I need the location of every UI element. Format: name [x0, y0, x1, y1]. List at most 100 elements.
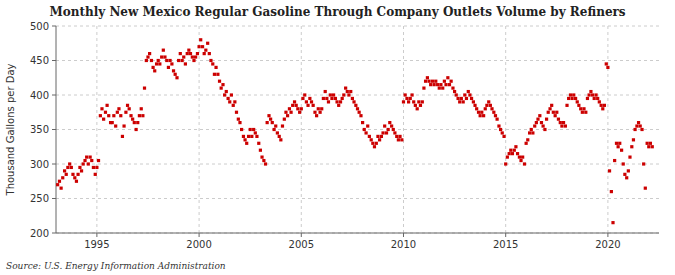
point	[136, 121, 139, 124]
point	[349, 90, 352, 93]
point	[70, 166, 73, 169]
point	[310, 100, 313, 103]
point	[501, 131, 504, 134]
point	[482, 114, 485, 117]
point	[254, 131, 257, 134]
point	[238, 121, 241, 124]
point	[465, 97, 468, 100]
point	[642, 162, 645, 165]
point	[121, 135, 124, 138]
point	[475, 107, 478, 110]
point	[194, 55, 197, 58]
point	[250, 135, 253, 138]
point	[313, 111, 316, 114]
point	[106, 104, 109, 107]
tick-mark	[301, 233, 302, 237]
point	[196, 52, 199, 55]
point	[131, 118, 134, 121]
point	[332, 93, 335, 96]
grid-line	[56, 129, 659, 130]
grid-line	[199, 26, 200, 233]
point	[637, 121, 640, 124]
point	[63, 169, 66, 172]
point	[124, 111, 127, 114]
tick-label: 350	[30, 124, 49, 135]
point	[303, 93, 306, 96]
point	[153, 69, 156, 72]
point	[138, 114, 141, 117]
point	[603, 104, 606, 107]
point	[243, 138, 246, 141]
point	[487, 100, 490, 103]
point	[605, 62, 608, 65]
point	[335, 100, 338, 103]
point	[65, 173, 68, 176]
point	[579, 107, 582, 110]
tick-mark	[96, 233, 97, 237]
point	[305, 100, 308, 103]
point	[82, 162, 85, 165]
point	[141, 114, 144, 117]
point	[170, 62, 173, 65]
point	[111, 121, 114, 124]
point	[90, 159, 93, 162]
point	[630, 145, 633, 148]
point	[58, 180, 61, 183]
point	[232, 104, 235, 107]
point	[632, 138, 635, 141]
tick-mark	[52, 95, 56, 96]
point	[114, 124, 117, 127]
point	[168, 59, 171, 62]
point	[354, 104, 357, 107]
point	[622, 162, 625, 165]
point	[247, 135, 250, 138]
point	[298, 111, 301, 114]
point	[584, 111, 587, 114]
point	[225, 90, 228, 93]
point	[293, 100, 296, 103]
point	[545, 118, 548, 121]
point	[651, 145, 654, 148]
point	[94, 173, 97, 176]
point	[112, 114, 115, 117]
point	[562, 121, 565, 124]
point	[620, 149, 623, 152]
point	[398, 135, 401, 138]
point	[509, 149, 512, 152]
point	[151, 66, 154, 69]
point	[317, 107, 320, 110]
point	[203, 52, 206, 55]
point	[543, 128, 546, 131]
point	[504, 162, 507, 165]
point	[122, 124, 125, 127]
point	[370, 138, 373, 141]
point	[506, 156, 509, 159]
tick-mark	[52, 164, 56, 165]
point	[404, 93, 407, 96]
point	[351, 97, 354, 100]
grid-line	[56, 164, 659, 165]
point	[191, 55, 194, 58]
point	[381, 131, 384, 134]
point	[410, 93, 413, 96]
point	[257, 142, 260, 145]
point	[606, 66, 609, 69]
point	[245, 142, 248, 145]
point	[320, 107, 323, 110]
point	[259, 149, 262, 152]
point	[434, 80, 437, 83]
point	[416, 107, 419, 110]
point	[218, 80, 221, 83]
point	[412, 100, 415, 103]
point	[155, 62, 158, 65]
point	[414, 104, 417, 107]
point	[554, 114, 557, 117]
point	[615, 142, 618, 145]
point	[214, 66, 217, 69]
point	[489, 104, 492, 107]
point	[450, 80, 453, 83]
tick-label: 2010	[391, 239, 416, 250]
tick-mark	[52, 26, 56, 27]
point	[390, 124, 393, 127]
point	[380, 135, 383, 138]
